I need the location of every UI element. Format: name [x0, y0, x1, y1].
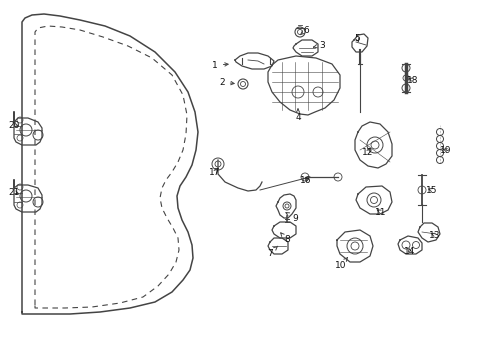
Text: 3: 3	[313, 41, 324, 50]
Text: 8: 8	[280, 233, 289, 244]
Text: 21: 21	[8, 188, 20, 197]
Text: 7: 7	[266, 246, 277, 257]
Text: 9: 9	[285, 212, 297, 222]
Text: 12: 12	[362, 148, 373, 157]
Text: 18: 18	[407, 76, 418, 85]
Text: 4: 4	[295, 109, 300, 122]
Text: 14: 14	[404, 248, 415, 256]
Text: 6: 6	[300, 26, 308, 35]
Text: 5: 5	[353, 33, 359, 42]
Text: 17: 17	[209, 167, 220, 176]
Text: 10: 10	[335, 257, 347, 270]
Text: 13: 13	[428, 230, 440, 239]
Text: 20: 20	[8, 121, 20, 130]
Text: 2: 2	[219, 77, 234, 86]
Text: 16: 16	[300, 176, 311, 185]
Text: 1: 1	[212, 60, 228, 69]
Text: 15: 15	[426, 185, 437, 194]
Text: 19: 19	[439, 145, 451, 154]
Text: 11: 11	[374, 207, 386, 216]
